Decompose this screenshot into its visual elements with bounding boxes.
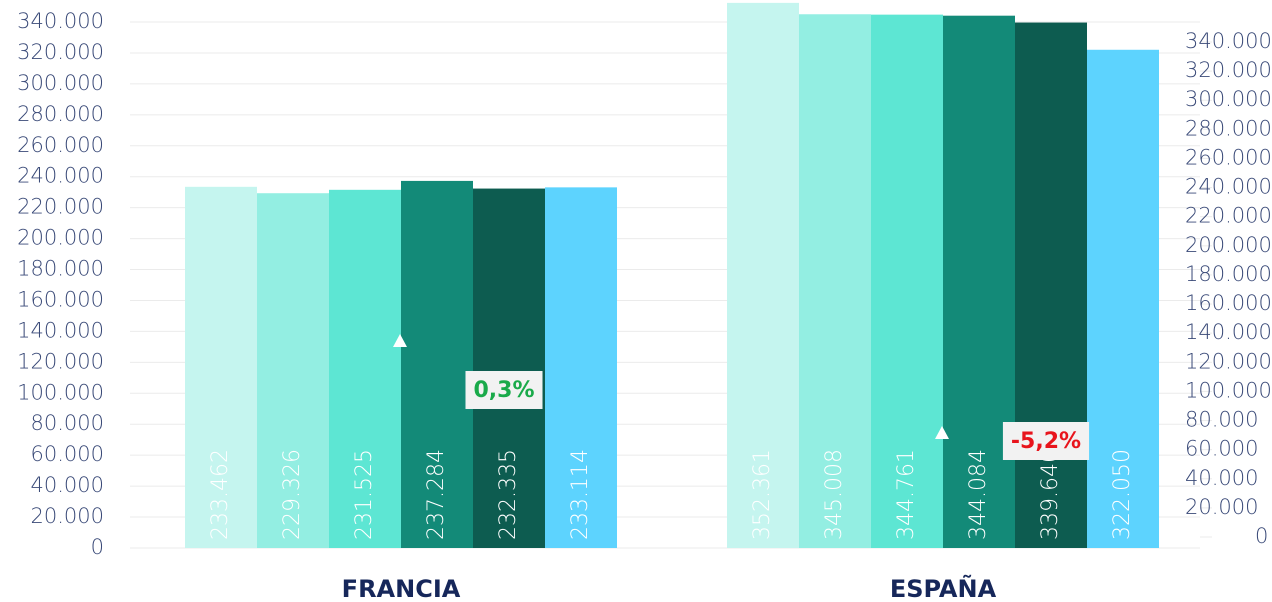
bar: [799, 14, 871, 549]
bar: [1015, 22, 1087, 548]
bar: [257, 193, 329, 549]
y2-tick-label: 220.000: [1185, 204, 1272, 228]
y2-tick-label: 100.000: [1185, 378, 1272, 402]
bars: [185, 2, 1159, 549]
value-label: 345.008: [822, 449, 847, 540]
triangle-marker: [935, 426, 949, 439]
y-tick-label: 40.000: [31, 473, 104, 497]
y-tick-label: 80.000: [31, 411, 104, 435]
y-tick-label: 0: [91, 535, 104, 559]
y2-tick-label: 60.000: [1185, 437, 1258, 461]
x-tick-label: ESPAÑA: [890, 574, 997, 602]
y2-tick-label: 20.000: [1185, 495, 1258, 519]
annotation-box: [465, 371, 543, 409]
y2-tick-label: 320.000: [1185, 58, 1272, 82]
y2-tick-label: 340.000: [1185, 29, 1272, 53]
annotation: -5,2%: [1011, 429, 1081, 454]
y-tick-label: 100.000: [17, 380, 104, 404]
bar: [545, 187, 617, 548]
triangle-marker: [393, 334, 407, 347]
y2-tick-label: 240.000: [1185, 175, 1272, 199]
y2-tick-label: 300.000: [1185, 87, 1272, 111]
value-label: 322.050: [1110, 449, 1135, 540]
value-label: 237.284: [424, 449, 449, 540]
value-label: 352.361: [750, 449, 775, 540]
y-tick-label: 180.000: [17, 257, 104, 281]
y2-tick-label: 260.000: [1185, 145, 1272, 169]
y2-tick-label: 140.000: [1185, 320, 1272, 344]
y-tick-label: 260.000: [17, 133, 104, 157]
value-label: 344.761: [894, 449, 919, 540]
value-label: 233.462: [208, 449, 233, 540]
y2-tick-label: 160.000: [1185, 291, 1272, 315]
y-tick-label: 240.000: [17, 164, 104, 188]
value-label: 232.335: [496, 449, 521, 540]
y2-tick-label: 200.000: [1185, 233, 1272, 257]
y-tick-label: 20.000: [31, 504, 104, 528]
y2-tick-label: 80.000: [1185, 408, 1258, 432]
bar: [329, 189, 401, 548]
y-tick-label: 340.000: [17, 9, 104, 33]
y2-tick-label: 280.000: [1185, 116, 1272, 140]
value-label: 233.114: [568, 449, 593, 540]
value-label: 339.640: [1038, 449, 1063, 540]
bar: [185, 186, 257, 548]
y2-tick-label: 180.000: [1185, 262, 1272, 286]
y-tick-label: 320.000: [17, 40, 104, 64]
y-tick-label: 200.000: [17, 226, 104, 250]
value-label: 231.525: [352, 449, 377, 540]
annotation: 0,3%: [473, 378, 534, 403]
value-label: 344.084: [966, 449, 991, 540]
y-tick-label: 140.000: [17, 318, 104, 342]
y2-tick-label: 40.000: [1185, 466, 1258, 490]
y-tick-label: 120.000: [17, 349, 104, 373]
x-tick-label: FRANCIA: [342, 575, 461, 602]
annotation-box: [1002, 422, 1090, 460]
bar: [1087, 49, 1159, 548]
value-label: 229.326: [280, 449, 305, 540]
y-tick-label: 160.000: [17, 287, 104, 311]
y-tick-label: 280.000: [17, 102, 104, 126]
bar: [473, 188, 545, 548]
bar: [727, 2, 799, 548]
bar: [871, 14, 943, 548]
y-tick-label: 220.000: [17, 195, 104, 219]
y2-tick-label: 120.000: [1185, 349, 1272, 373]
y-tick-label: 60.000: [31, 442, 104, 466]
bar: [401, 180, 473, 548]
y-tick-label: 300.000: [17, 71, 104, 95]
y2-tick-label: 0: [1255, 524, 1268, 548]
